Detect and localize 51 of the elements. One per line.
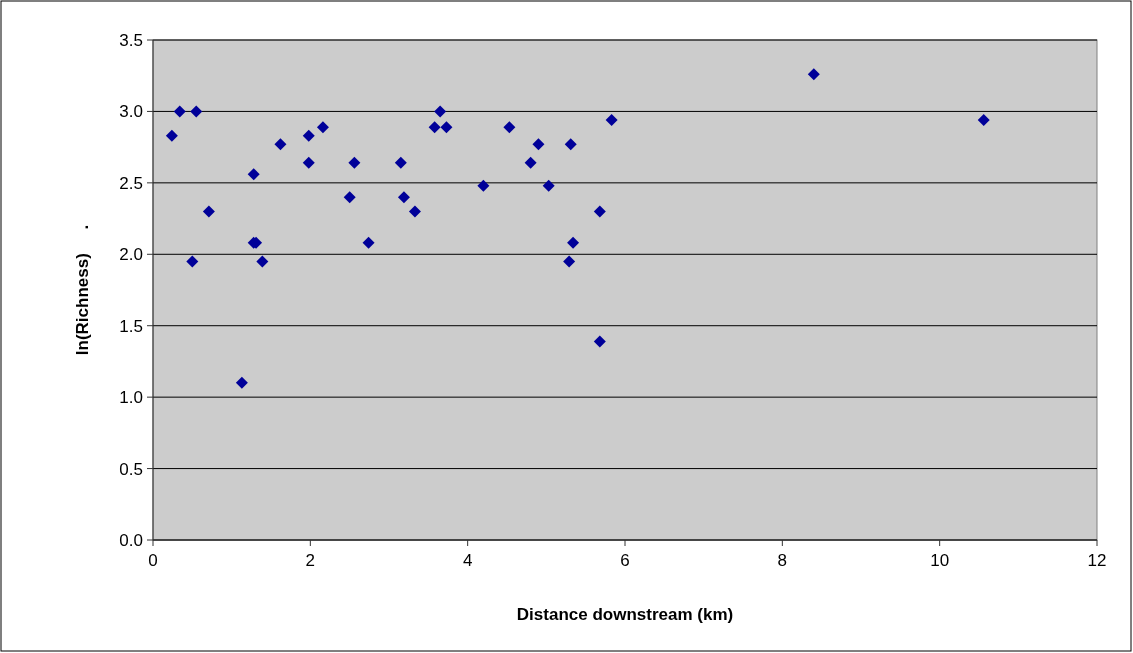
point xyxy=(362,236,375,249)
x-tick-label: 8 xyxy=(777,551,788,570)
point xyxy=(316,121,329,134)
point xyxy=(524,156,537,169)
point xyxy=(173,105,186,118)
point xyxy=(186,255,199,268)
point xyxy=(235,376,248,389)
x-tick-label: 0 xyxy=(148,551,158,570)
point xyxy=(977,114,990,126)
y-tick-label: 0.5 xyxy=(119,459,143,479)
point xyxy=(165,129,178,142)
point xyxy=(348,156,361,169)
point xyxy=(247,168,260,181)
point xyxy=(434,105,447,118)
y-tick-label: 2.0 xyxy=(119,245,143,265)
point xyxy=(477,179,490,192)
point xyxy=(343,191,356,204)
x-tick-label: 12 xyxy=(1087,551,1107,570)
point xyxy=(807,68,820,81)
point xyxy=(274,138,287,151)
point xyxy=(605,114,618,126)
point xyxy=(532,138,545,151)
point xyxy=(593,205,606,218)
point xyxy=(593,335,606,348)
point xyxy=(302,129,315,142)
y-tick-label: 3.0 xyxy=(119,102,143,122)
y-tick-label: 1.5 xyxy=(119,316,143,336)
point xyxy=(567,236,580,249)
y-tick-label: 1.0 xyxy=(119,388,143,408)
y-tick-label: 0.0 xyxy=(119,530,143,550)
point xyxy=(428,121,441,134)
point xyxy=(302,156,315,169)
x-tick-label: 6 xyxy=(620,551,630,570)
point xyxy=(256,255,269,268)
point xyxy=(563,255,576,268)
point xyxy=(440,121,453,134)
x-axis-title: Distance downstream (km) xyxy=(516,605,734,624)
point xyxy=(394,156,407,169)
x-tick-label: 4 xyxy=(462,551,473,570)
point xyxy=(408,205,421,218)
point xyxy=(542,179,555,192)
point xyxy=(397,191,410,204)
y-tick-label: 2.5 xyxy=(119,173,143,193)
point xyxy=(190,105,203,118)
point xyxy=(564,138,577,151)
x-tick-label: 2 xyxy=(305,551,316,570)
point xyxy=(202,205,215,218)
y-tick-label: 3.5 xyxy=(119,30,143,50)
point xyxy=(503,121,516,134)
y-axis-title: ln(Richness) . xyxy=(73,224,92,356)
x-tick-label: 10 xyxy=(930,551,950,570)
